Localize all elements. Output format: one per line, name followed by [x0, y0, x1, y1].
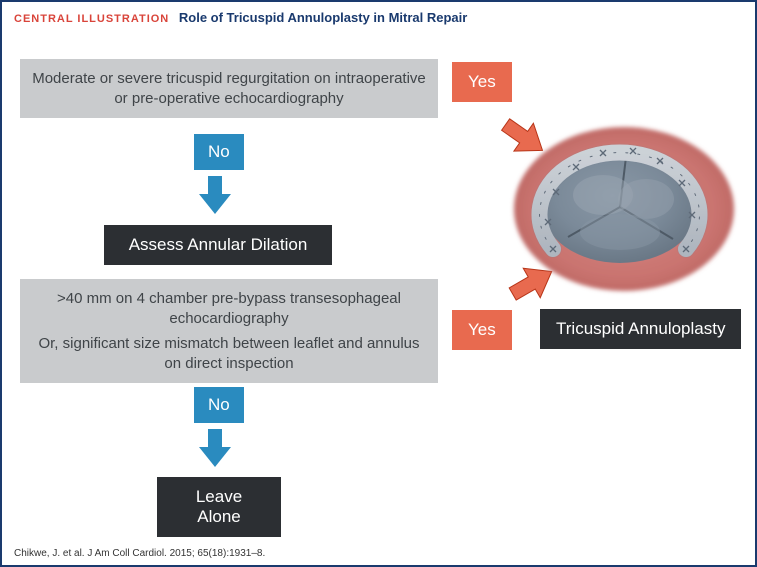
yes-box-1: Yes — [452, 62, 512, 102]
figure-frame: CENTRAL ILLUSTRATION Role of Tricuspid A… — [0, 0, 757, 567]
citation-text: Chikwe, J. et al. J Am Coll Cardiol. 201… — [14, 548, 265, 559]
no-box-1: No — [194, 134, 244, 170]
question-box-2: >40 mm on 4 chamber pre-bypass transesop… — [20, 279, 438, 383]
result-box: Tricuspid Annuloplasty — [540, 309, 741, 349]
flowchart-area: Moderate or severe tricuspid regurgitati… — [2, 29, 755, 542]
header-title: Role of Tricuspid Annuloplasty in Mitral… — [179, 10, 467, 25]
yes-box-2: Yes — [452, 310, 512, 350]
figure-header: CENTRAL ILLUSTRATION Role of Tricuspid A… — [2, 2, 755, 29]
annuloplasty-illustration — [508, 117, 740, 297]
assess-box: Assess Annular Dilation — [104, 225, 332, 265]
q2-line2: Or, significant size mismatch between le… — [32, 334, 426, 373]
question-box-1: Moderate or severe tricuspid regurgitati… — [20, 59, 438, 118]
leave-alone-box: Leave Alone — [157, 477, 281, 537]
header-tag: CENTRAL ILLUSTRATION — [14, 13, 169, 25]
q2-line1: >40 mm on 4 chamber pre-bypass transesop… — [32, 289, 426, 328]
no-box-2: No — [194, 387, 244, 423]
